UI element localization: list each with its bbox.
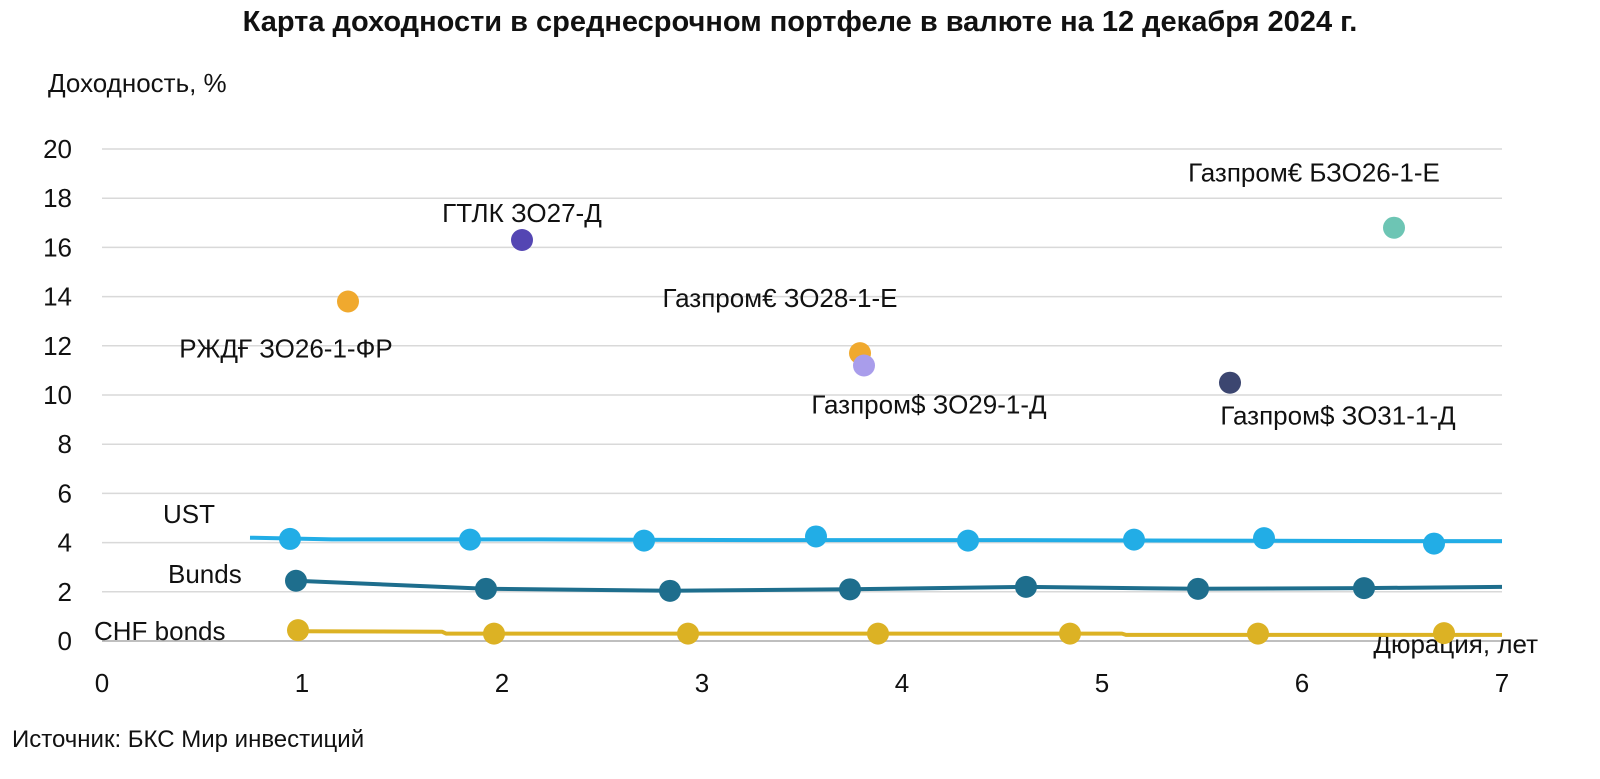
- y-tick-label: 20: [43, 134, 72, 164]
- series-name-label: UST: [163, 499, 215, 529]
- series-marker: [1423, 532, 1445, 555]
- bond-point: [853, 354, 875, 377]
- y-tick-label: 8: [58, 429, 72, 459]
- y-tick-label: 14: [43, 282, 72, 312]
- y-tick-label: 10: [43, 380, 72, 410]
- x-tick-label: 3: [695, 668, 709, 698]
- series-marker: [839, 578, 861, 601]
- bond-point: [1219, 371, 1241, 394]
- series-marker: [1253, 527, 1275, 550]
- series-marker: [1015, 575, 1037, 598]
- series-marker: [659, 579, 681, 602]
- y-tick-label: 0: [58, 626, 72, 656]
- series-marker: [677, 622, 699, 645]
- x-tick-label: 7: [1495, 668, 1509, 698]
- x-tick-label: 0: [95, 668, 109, 698]
- x-tick-label: 4: [895, 668, 909, 698]
- source-note: Источник: БКС Мир инвестиций: [12, 726, 365, 753]
- y-tick-label: 18: [43, 183, 72, 213]
- chart-title: Карта доходности в среднесрочном портфел…: [242, 6, 1358, 38]
- y-tick-label: 2: [58, 577, 72, 607]
- series-marker: [483, 622, 505, 645]
- series-marker: [867, 622, 889, 645]
- y-tick-label: 16: [43, 232, 72, 262]
- y-tick-label: 4: [58, 528, 72, 558]
- x-tick-label: 1: [295, 668, 309, 698]
- y-axis-label: Доходность, %: [48, 68, 227, 98]
- series-name-label: CHF bonds: [94, 616, 226, 646]
- series-marker: [475, 577, 497, 600]
- series-marker: [633, 529, 655, 552]
- bond-point: [337, 290, 359, 313]
- x-tick-label: 5: [1095, 668, 1109, 698]
- bond-point-label: Газпром$ ЗО31-1-Д: [1220, 401, 1456, 431]
- series-marker: [1059, 622, 1081, 645]
- series-marker: [1123, 528, 1145, 551]
- bond-point-label: ГТЛК ЗО27-Д: [442, 198, 602, 228]
- series-marker: [805, 525, 827, 548]
- series-marker: [957, 529, 979, 552]
- bond-point: [511, 229, 533, 252]
- series-marker: [287, 619, 309, 642]
- bond-point-label: Газпром€ БЗО26-1-Е: [1188, 158, 1440, 188]
- series-marker: [1353, 577, 1375, 600]
- series-layer: [249, 525, 1503, 645]
- series-marker: [285, 569, 307, 592]
- y-tick-label: 12: [43, 331, 72, 361]
- bond-point-label: Газпром€ ЗО28-1-Е: [663, 283, 898, 313]
- bond-point: [1383, 216, 1405, 239]
- y-tick-label: 6: [58, 478, 72, 508]
- bond-point-label: РЖДҒ ЗО26-1-ФР: [179, 334, 392, 364]
- series-marker: [459, 528, 481, 551]
- x-tick-label: 2: [495, 668, 509, 698]
- grid-layer: [102, 148, 1502, 642]
- bond-point-label: Газпром$ ЗО29-1-Д: [811, 389, 1047, 419]
- x-tick-label: 6: [1295, 668, 1309, 698]
- label-layer: UST Bunds CHF bonds РЖДҒ ЗО26-1-ФР ГТЛК ЗО27…: [94, 158, 1456, 646]
- bond-points-layer: [337, 216, 1405, 394]
- series-marker: [279, 527, 301, 550]
- series-marker: [1187, 577, 1209, 600]
- series-marker: [1247, 622, 1269, 645]
- series-marker: [1433, 622, 1455, 645]
- series-line: [249, 535, 1502, 544]
- series-name-label: Bunds: [168, 559, 242, 589]
- series-line: [295, 578, 1503, 593]
- series-line: [297, 629, 1502, 637]
